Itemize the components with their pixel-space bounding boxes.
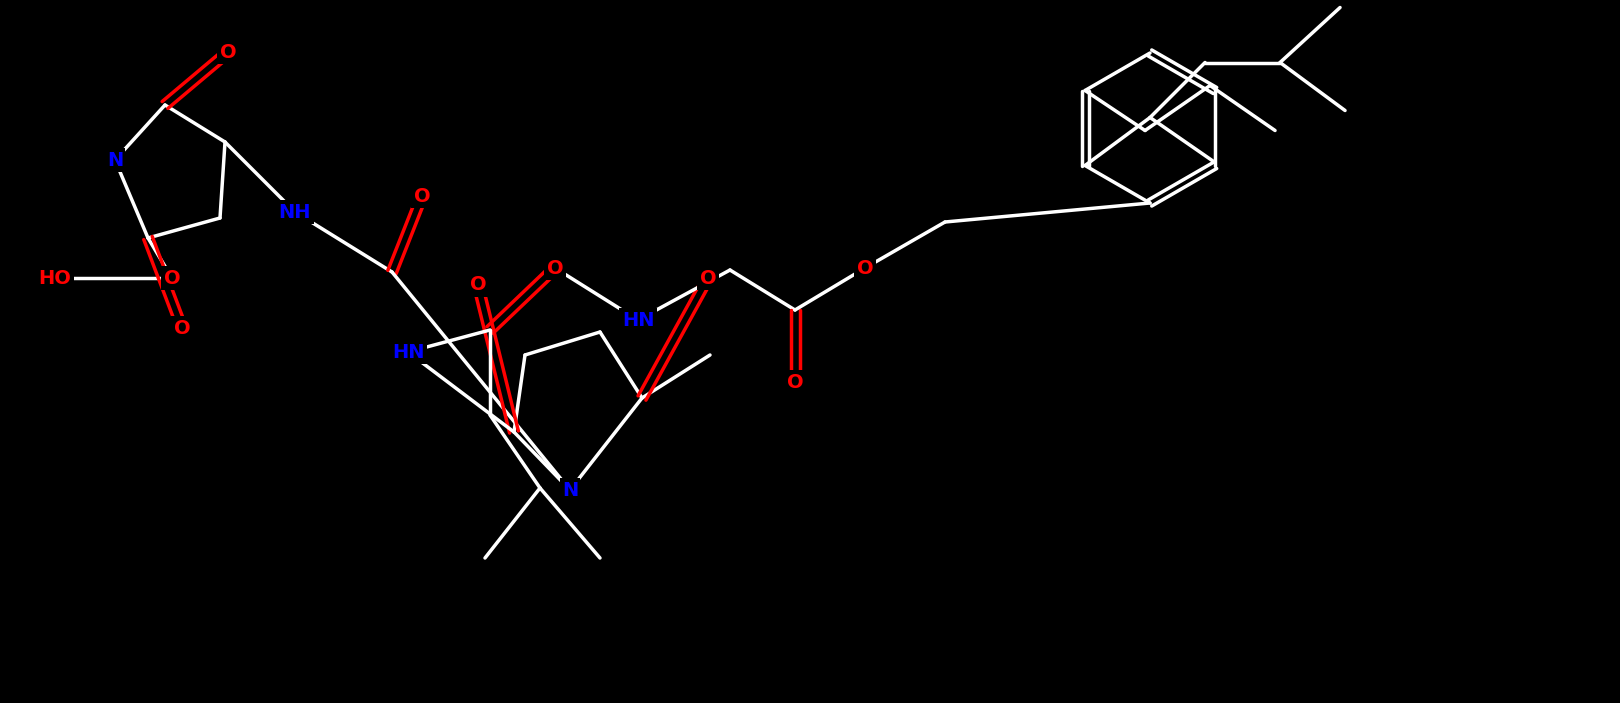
Text: O: O xyxy=(700,269,716,288)
Text: NH: NH xyxy=(279,202,311,221)
Text: O: O xyxy=(164,269,180,288)
Text: O: O xyxy=(173,318,190,337)
Text: HN: HN xyxy=(392,342,424,361)
Text: O: O xyxy=(857,259,873,278)
Text: O: O xyxy=(546,259,564,278)
Text: O: O xyxy=(413,186,431,205)
Text: O: O xyxy=(787,373,804,392)
Text: HN: HN xyxy=(622,311,654,330)
Text: N: N xyxy=(107,150,123,169)
Text: N: N xyxy=(562,480,578,500)
Text: HO: HO xyxy=(39,269,71,288)
Text: O: O xyxy=(220,42,237,61)
Text: O: O xyxy=(470,276,486,295)
